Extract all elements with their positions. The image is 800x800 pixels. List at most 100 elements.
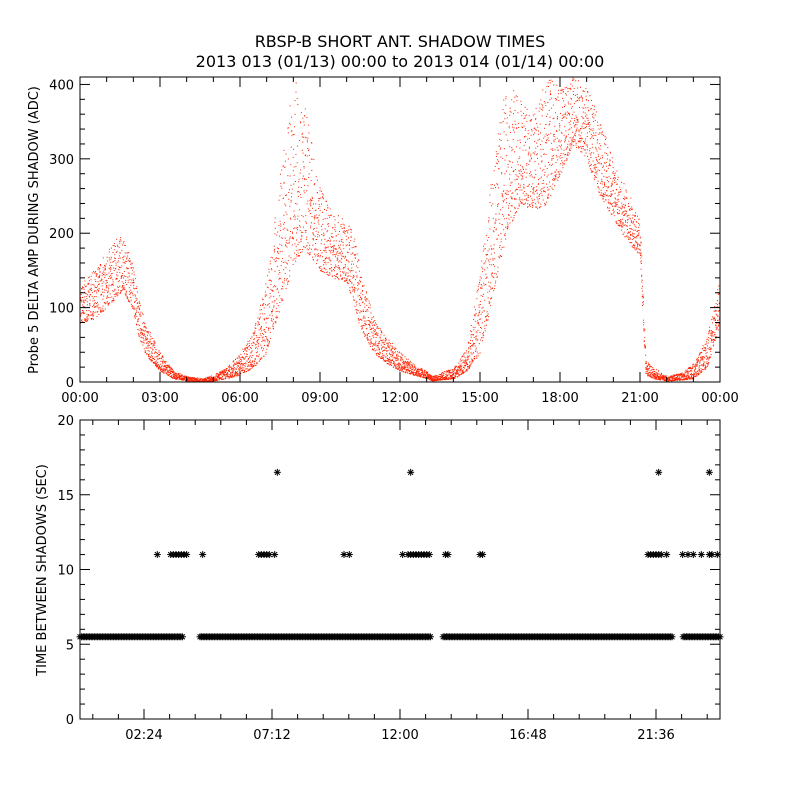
data-point [303, 246, 305, 248]
data-point [454, 374, 456, 376]
data-point [123, 282, 125, 284]
data-point [572, 91, 574, 92]
data-point [115, 277, 117, 279]
data-point [205, 379, 207, 381]
data-point [318, 223, 320, 225]
data-point [506, 202, 508, 204]
data-point [440, 373, 442, 375]
data-point [306, 236, 308, 238]
data-point [257, 342, 259, 344]
data-point [398, 355, 400, 357]
data-point [262, 313, 264, 315]
data-point [247, 346, 248, 348]
data-point [353, 299, 355, 301]
data-point [573, 103, 575, 105]
data-point [230, 373, 232, 375]
data-point [501, 195, 503, 197]
data-point [286, 246, 288, 248]
data-point [258, 329, 260, 331]
data-point [391, 354, 393, 356]
data-point [483, 263, 485, 265]
data-point [293, 134, 295, 136]
data-point [507, 228, 509, 230]
data-point [611, 213, 613, 215]
data-point [402, 371, 404, 373]
data-point [373, 327, 374, 329]
data-point [467, 368, 469, 370]
data-point [481, 322, 483, 324]
data-point [241, 359, 242, 361]
data-point [209, 376, 211, 378]
data-point [495, 228, 497, 230]
data-point [530, 191, 532, 193]
data-point [459, 365, 461, 367]
data-point [565, 112, 567, 114]
data-point [482, 293, 484, 295]
data-point [443, 374, 445, 376]
data-point [390, 354, 392, 356]
data-point [299, 140, 301, 141]
data-point [349, 248, 350, 250]
data-point [265, 353, 267, 355]
data-point [592, 128, 594, 130]
data-point [375, 340, 377, 342]
data-point [298, 181, 300, 183]
data-point [571, 143, 573, 145]
data-point [126, 257, 128, 259]
data-point [459, 371, 461, 373]
data-point [575, 131, 577, 133]
data-point [165, 361, 167, 363]
data-point [378, 347, 380, 349]
data-point [563, 163, 565, 165]
data-point [354, 238, 356, 240]
data-point [384, 359, 386, 361]
data-point [401, 357, 403, 359]
data-point [595, 176, 597, 178]
data-point [289, 189, 290, 191]
data-point [560, 155, 562, 157]
data-point [601, 172, 603, 174]
data-point [88, 315, 90, 317]
data-point [519, 139, 521, 141]
data-point [187, 379, 189, 381]
data-point [350, 270, 352, 272]
data-point [528, 147, 530, 149]
data-point [547, 186, 549, 188]
data-point [242, 363, 244, 365]
data-point [307, 200, 309, 202]
data-point [528, 137, 530, 139]
data-point [606, 153, 607, 155]
data-point [127, 279, 129, 281]
data-point [556, 117, 558, 119]
data-point [329, 243, 331, 245]
data-point [247, 364, 249, 366]
data-point [116, 271, 118, 273]
data-point [378, 342, 380, 344]
data-point [315, 209, 317, 211]
data-point [187, 379, 189, 381]
data-point [503, 218, 505, 220]
data-point [446, 370, 448, 372]
data-point [130, 284, 132, 286]
data-point [147, 354, 149, 355]
data-point [270, 288, 272, 290]
data-point [604, 184, 606, 186]
data-point [381, 347, 383, 349]
data-point [316, 192, 318, 194]
data-point [416, 370, 418, 372]
data-point [255, 328, 257, 329]
data-point [375, 345, 377, 347]
data-point [391, 359, 393, 361]
data-point [424, 370, 425, 372]
data-point [240, 366, 241, 368]
data-point [239, 357, 241, 359]
data-point [339, 260, 341, 262]
data-point [132, 308, 134, 309]
data-point [292, 263, 294, 265]
data-point [158, 367, 160, 369]
data-point [258, 318, 260, 320]
data-point [500, 209, 501, 211]
data-point [578, 141, 580, 143]
data-point [488, 301, 490, 303]
